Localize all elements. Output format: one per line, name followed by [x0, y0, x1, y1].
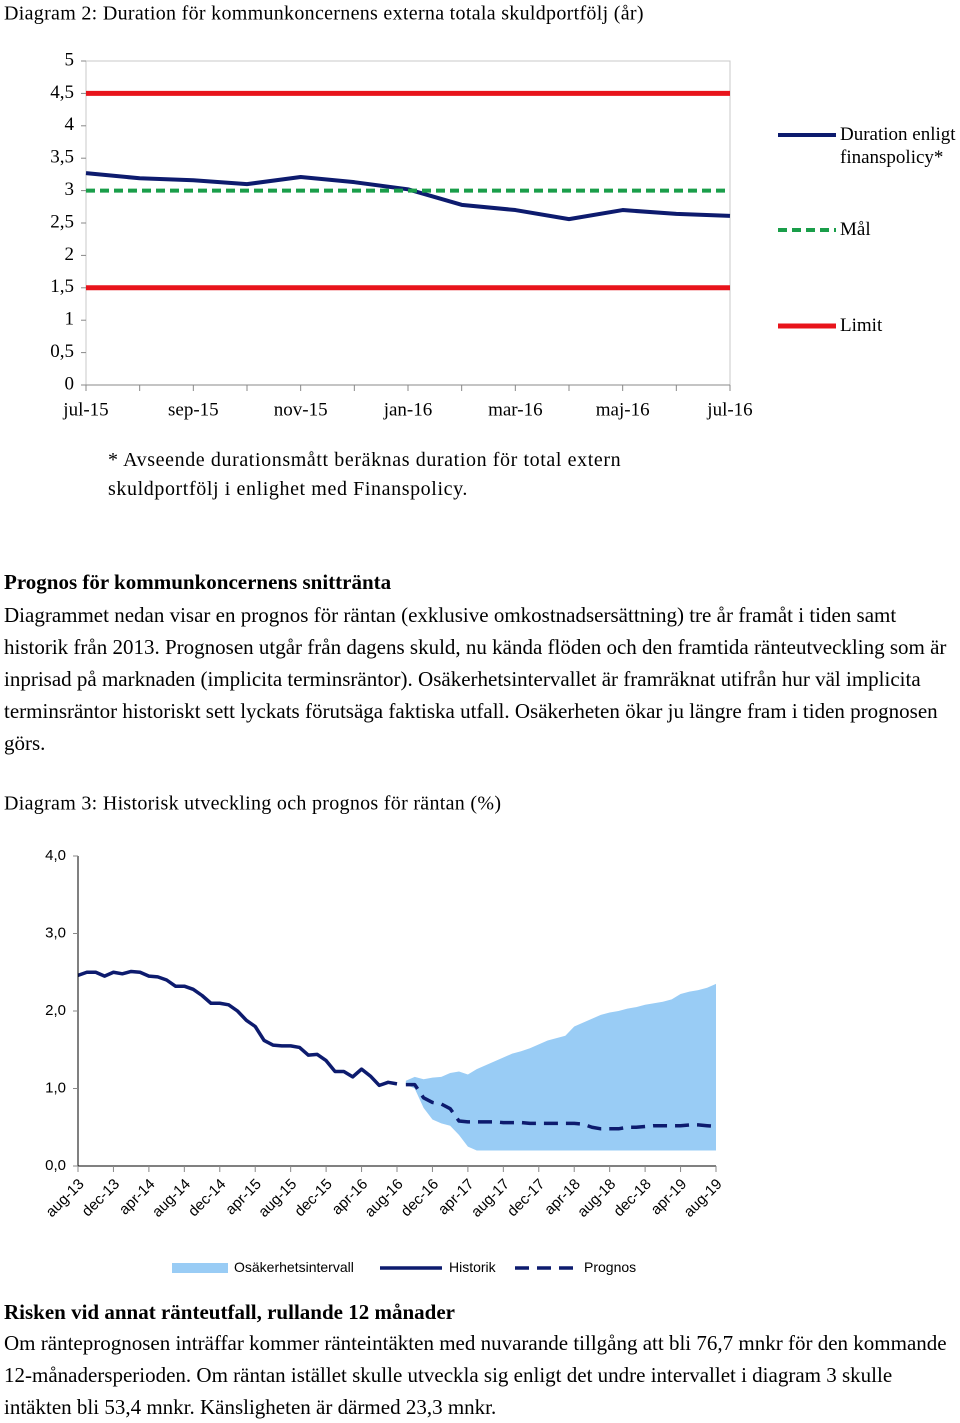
chart-title: Diagram 3: Historisk utveckling och prog… — [4, 793, 501, 815]
y-tick-label: 1,0 — [45, 1079, 66, 1096]
series-line — [85, 171, 731, 222]
x-tick-label: maj-16 — [596, 399, 650, 420]
x-tick-label: dec-15 — [291, 1176, 335, 1220]
y-tick-label: 3 — [65, 179, 75, 200]
y-tick-label: 0 — [65, 373, 75, 394]
x-tick-label: dec-13 — [79, 1176, 123, 1220]
paragraph: Om ränteprognosen inträffar kommer ränte… — [4, 1331, 947, 1419]
x-tick-label: jan-16 — [383, 399, 433, 420]
y-tick-label: 2,5 — [50, 211, 74, 232]
legend-label: Prognos — [584, 1259, 637, 1275]
legend-label: Historik — [449, 1259, 496, 1275]
y-tick-label: 0,0 — [45, 1157, 66, 1174]
plot-frame — [85, 60, 731, 386]
y-tick-label: 3,0 — [45, 924, 66, 941]
paragraph: Diagrammet nedan visar en prognos för rä… — [4, 603, 947, 755]
x-tick-label: aug-16 — [362, 1176, 407, 1221]
legend-label: Mål — [840, 219, 871, 240]
chart: 0 0,5 1 1,5 2 2,5 3 3,5 4 4,5 5 jul-15 sep-15 nov-15 j… — [50, 49, 836, 420]
legend-label: Duration enligt finanspolicy* — [840, 124, 956, 168]
heading: Prognos för kommunkoncernens snittränta — [4, 570, 392, 594]
legend-swatch — [172, 1263, 228, 1273]
y-tick-label: 0,5 — [50, 341, 74, 362]
x-tick-label: aug-14 — [149, 1176, 194, 1221]
footnote: * Avseende durationsmått beräknas durati… — [108, 449, 622, 500]
x-tick-label: jul-15 — [62, 399, 108, 420]
x-tick-label: aug-19 — [681, 1176, 726, 1221]
x-tick-label: mar-16 — [488, 399, 543, 420]
x-tick-label: sep-15 — [168, 399, 219, 420]
series-line — [405, 1082, 717, 1131]
x-tick-label: aug-17 — [468, 1176, 513, 1221]
x-tick-label: dec-16 — [398, 1176, 442, 1220]
chart: 0,01,02,03,04,0aug-13dec-13apr-14aug-14d… — [43, 847, 726, 1273]
y-tick-label: 1 — [65, 309, 75, 330]
x-tick-label: aug-13 — [43, 1176, 88, 1221]
y-tick-label: 4,0 — [45, 847, 66, 864]
y-tick-label: 1,5 — [50, 276, 74, 297]
legend-label: Osäkerhetsintervall — [234, 1259, 354, 1275]
x-tick-label: nov-15 — [274, 399, 328, 420]
y-tick-label: 2 — [65, 244, 75, 265]
uncertainty-band — [405, 983, 716, 1151]
x-tick-label: dec-14 — [185, 1176, 229, 1220]
x-tick-label: jul-16 — [706, 399, 752, 420]
chart-title: Diagram 2: Duration för kommunkoncernens… — [4, 3, 644, 25]
heading: Risken vid annat ränteutfall, rullande 1… — [4, 1300, 455, 1324]
y-tick-label: 4 — [65, 114, 75, 135]
x-tick-label: aug-18 — [574, 1176, 619, 1221]
series-line — [77, 969, 398, 1088]
x-tick-label: aug-15 — [255, 1176, 300, 1221]
y-tick-label: 4,5 — [50, 82, 74, 103]
x-tick-label: dec-17 — [504, 1176, 548, 1220]
y-tick-label: 5 — [65, 49, 75, 70]
y-tick-label: 2,0 — [45, 1002, 66, 1019]
y-tick-label: 3,5 — [50, 147, 74, 168]
x-tick-label: dec-18 — [610, 1176, 654, 1220]
legend-label: Limit — [840, 315, 883, 336]
